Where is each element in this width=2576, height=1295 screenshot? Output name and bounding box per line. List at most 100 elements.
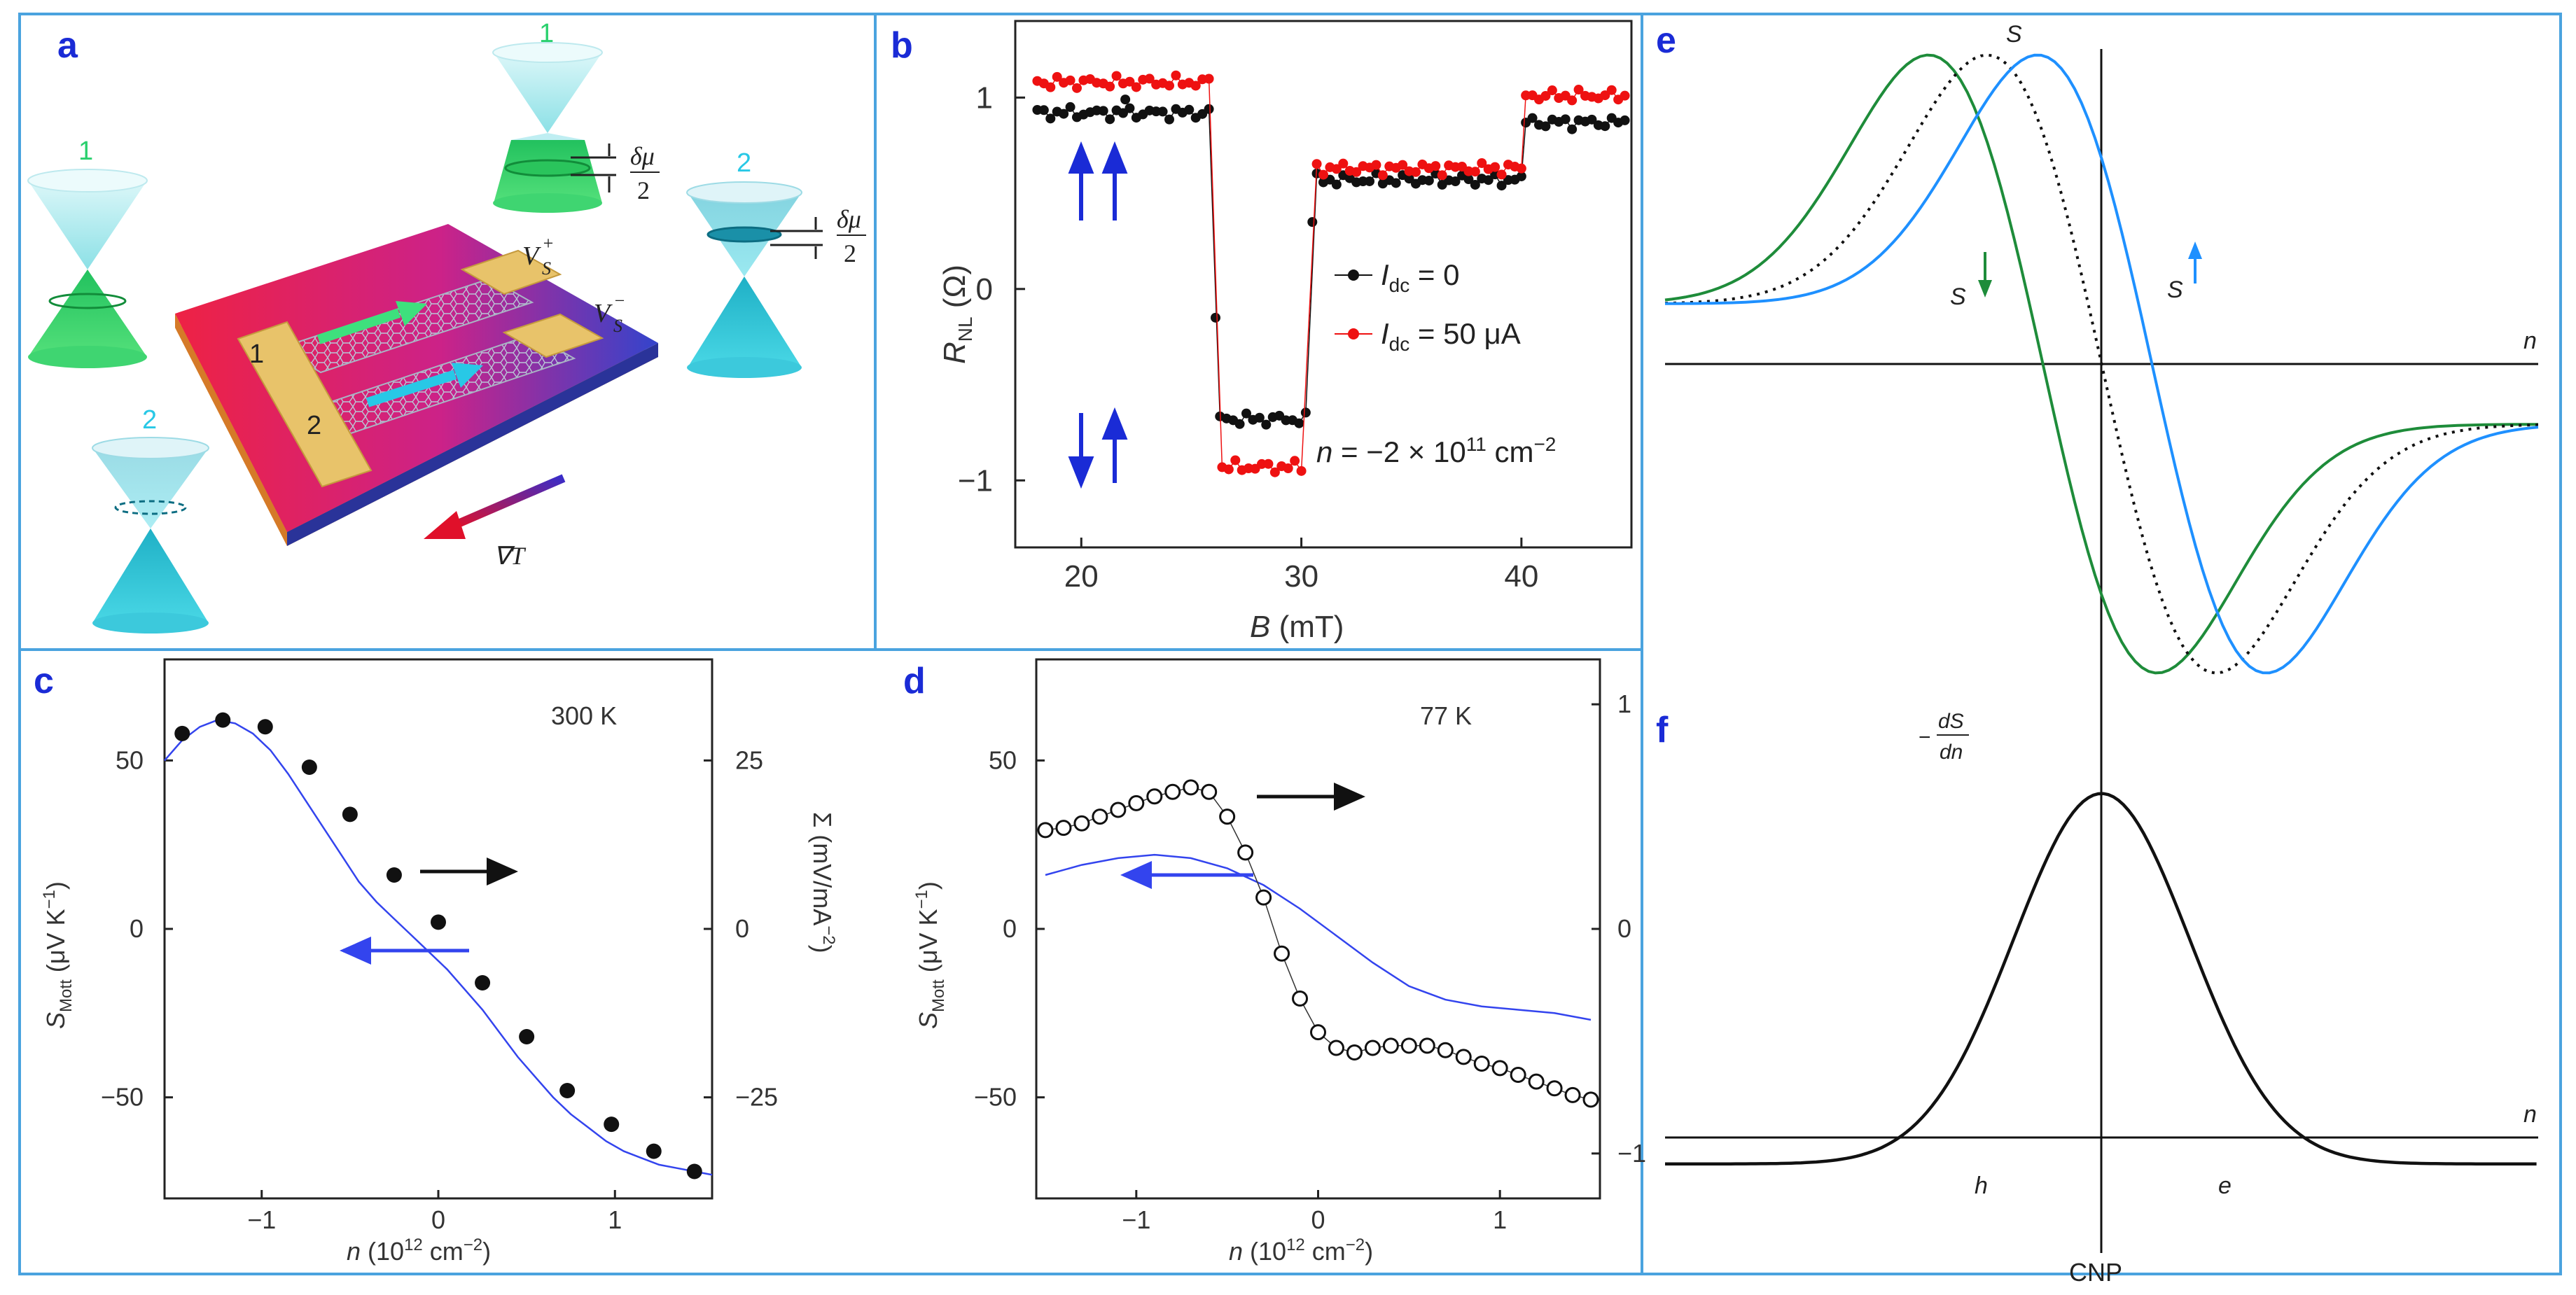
panel-d-series xyxy=(1037,779,1599,1108)
y-right-tick-label: 0 xyxy=(735,914,749,943)
panel-d-label: d xyxy=(903,661,926,701)
svg-text:n = −2 × 1011 cm−2: n = −2 × 1011 cm−2 xyxy=(1316,433,1556,468)
data-point xyxy=(1600,90,1610,101)
data-point xyxy=(1125,103,1135,113)
data-point xyxy=(1546,1080,1563,1097)
data-point xyxy=(1307,217,1318,227)
data-point xyxy=(1496,181,1507,191)
data-point xyxy=(1269,467,1280,477)
data-point xyxy=(1110,802,1127,818)
legend-entry-idc-50: Idc = 50 μA xyxy=(1381,317,1521,355)
data-point xyxy=(1065,102,1075,112)
data-point xyxy=(1483,175,1494,186)
panel-a-label: a xyxy=(57,25,78,66)
data-point xyxy=(1516,163,1526,174)
data-point xyxy=(1620,90,1630,101)
data-point xyxy=(1423,175,1434,186)
data-point xyxy=(1351,167,1362,177)
seebeck-curve xyxy=(1664,53,2539,675)
panel-b-chart: b 20 30 40 −1 0 1 B (mT) RNL (Ω) Idc = 0 Idc … xyxy=(891,20,1633,644)
data-point xyxy=(686,1163,702,1180)
data-point xyxy=(1338,158,1349,169)
half-denominator-top: 2 xyxy=(637,176,650,204)
panel-f-chart: f − dS dn n h e CNP xyxy=(1656,710,2538,1287)
data-point xyxy=(559,1083,576,1098)
data-point xyxy=(1111,71,1122,81)
svg-text:n (1012 cm−2): n (1012 cm−2) xyxy=(347,1236,491,1266)
panel-c-x-axis-label: n (1012 cm−2) xyxy=(347,1236,491,1266)
panel-d-y-axis-label: SMott (μV K−1) xyxy=(912,881,948,1029)
svg-text:V: V xyxy=(594,299,613,328)
panel-d-ticks: −1 0 1 −50 0 50 −1 0 1 xyxy=(974,690,1646,1234)
data-point xyxy=(1382,1037,1399,1054)
data-point xyxy=(1470,179,1480,190)
data-point xyxy=(1567,95,1578,106)
panel-b-legend: Idc = 0 Idc = 50 μA xyxy=(1335,258,1521,355)
y-right-tick-label: 0 xyxy=(1617,914,1631,943)
data-point xyxy=(1516,171,1526,181)
data-point xyxy=(1419,1037,1435,1054)
y-tick-label: 50 xyxy=(989,746,1017,774)
data-point xyxy=(1065,75,1075,85)
data-point xyxy=(1391,178,1401,188)
data-point xyxy=(1263,458,1274,469)
data-point xyxy=(1528,1073,1545,1090)
x-tick-label: −1 xyxy=(1122,1205,1150,1234)
data-point xyxy=(1055,820,1072,836)
data-point xyxy=(1201,783,1218,800)
x-tick-label: 40 xyxy=(1504,559,1538,594)
data-point xyxy=(1052,71,1062,82)
data-point xyxy=(1510,1067,1526,1084)
panel-f-y-label: − dS dn xyxy=(1919,710,1969,764)
data-point xyxy=(1400,1037,1417,1054)
data-point xyxy=(1328,1040,1344,1056)
legend-entry-idc-0: Idc = 0 xyxy=(1381,258,1459,296)
data-point xyxy=(1310,1024,1326,1041)
spin-arrows-antiparallel-icon xyxy=(1068,407,1128,489)
panel-b-y-axis-label: RNL (Ω) xyxy=(938,265,976,364)
y-right-tick-label: 25 xyxy=(735,746,763,774)
data-point xyxy=(1463,174,1474,185)
svg-text:dn: dn xyxy=(1940,741,1963,764)
data-point xyxy=(1092,808,1108,825)
data-point xyxy=(301,760,317,775)
svg-text:+: + xyxy=(542,233,555,253)
data-point xyxy=(1294,418,1304,428)
data-point xyxy=(1274,945,1290,962)
open-circle-line xyxy=(1045,787,1592,1100)
y-tick-label: 1 xyxy=(976,80,993,115)
series-line xyxy=(1037,74,1625,473)
svg-text:SMott (μV K−1): SMott (μV K−1) xyxy=(912,881,948,1029)
data-point xyxy=(1261,419,1272,430)
svg-text:RNL (Ω): RNL (Ω) xyxy=(938,265,976,364)
data-point xyxy=(257,719,273,735)
dirac-cone-icon xyxy=(27,169,148,368)
data-point xyxy=(1230,455,1241,465)
data-point xyxy=(1292,990,1309,1007)
panel-c-label: c xyxy=(34,661,54,701)
data-point xyxy=(1450,176,1461,187)
data-point xyxy=(1255,889,1272,906)
panel-b-plot-frame xyxy=(1014,20,1633,549)
data-point xyxy=(1606,85,1617,95)
data-point xyxy=(1560,114,1571,125)
data-point xyxy=(1331,179,1342,190)
data-point xyxy=(1254,412,1265,423)
smott-line xyxy=(164,719,713,1176)
svg-text:S: S xyxy=(542,258,551,279)
data-point xyxy=(1491,1060,1508,1077)
data-point xyxy=(1157,106,1168,117)
data-point xyxy=(1547,85,1557,96)
panel-c-y-axis-label: SMott (μV K−1) xyxy=(40,881,76,1029)
vs-plus-label: V + S xyxy=(522,233,555,279)
y-tick-label: −50 xyxy=(974,1083,1017,1112)
y-right-tick-label: −25 xyxy=(735,1083,778,1112)
data-point xyxy=(1331,164,1342,174)
data-point xyxy=(1437,1042,1454,1058)
data-point xyxy=(1241,408,1251,419)
svg-text:dS: dS xyxy=(1938,710,1964,733)
cone-label-2-left: 2 xyxy=(142,405,157,435)
svg-text:Σ (mV/mA−2): Σ (mV/mA−2) xyxy=(808,812,838,953)
y-tick-label: 0 xyxy=(130,914,144,943)
